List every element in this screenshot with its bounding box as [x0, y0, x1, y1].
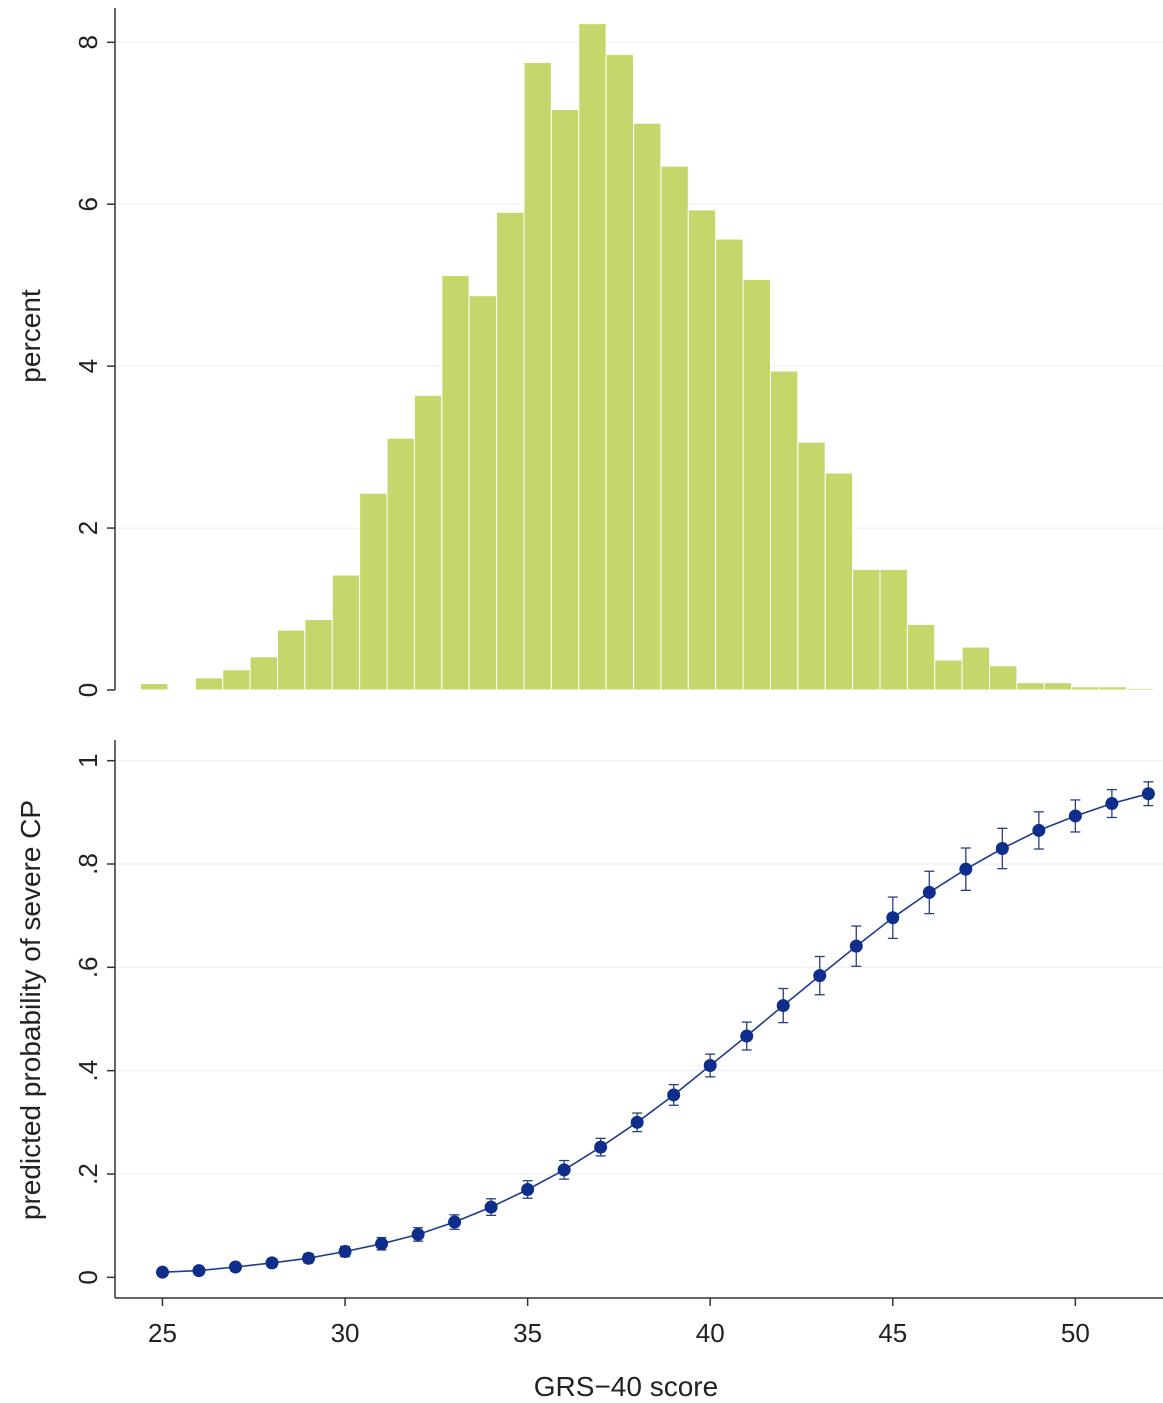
- probability-y-ticks: 0 .2 .4 .6 .8 1: [73, 753, 115, 1285]
- histogram-bar: [633, 122, 662, 691]
- histogram-y-tick-label: 4: [73, 359, 103, 373]
- histogram-bar: [550, 108, 580, 691]
- histogram-bar: [496, 211, 525, 691]
- histogram-bar: [1016, 682, 1045, 691]
- data-point-marker: [813, 969, 827, 983]
- data-point-marker: [484, 1200, 498, 1214]
- histogram-bar: [304, 619, 333, 691]
- data-point-marker: [1068, 809, 1082, 823]
- histogram-bar: [1071, 686, 1100, 691]
- data-point-marker: [922, 885, 936, 899]
- histogram-bar: [961, 646, 991, 691]
- probability-markers: [155, 787, 1155, 1279]
- histogram-bar: [413, 394, 443, 691]
- data-point-marker: [667, 1088, 681, 1102]
- histogram-y-tick-label: 8: [73, 35, 103, 49]
- probability-y-tick-label: .8: [73, 853, 103, 875]
- data-point-marker: [338, 1245, 352, 1258]
- probability-x-tick-label: 40: [696, 1318, 725, 1348]
- histogram-y-axis-title: percent: [15, 289, 46, 383]
- histogram-bar: [687, 209, 717, 691]
- histogram-bar: [249, 656, 278, 691]
- histogram-y-tick-label: 2: [73, 521, 103, 535]
- probability-y-tick-label: .2: [73, 1163, 103, 1185]
- data-point-marker: [557, 1163, 571, 1177]
- histogram-bar: [824, 472, 854, 691]
- histogram-bar: [769, 370, 799, 691]
- histogram-y-ticks: 0 2 4 6 8: [73, 35, 115, 697]
- data-point-marker: [1105, 797, 1119, 811]
- probability-x-tick-label: 45: [878, 1318, 907, 1348]
- probability-panel: 0 .2 .4 .6 .8 1 25 30 35 40 45 50 predicted probab…: [15, 740, 1163, 1402]
- data-point-marker: [959, 862, 973, 876]
- data-point-marker: [521, 1183, 535, 1196]
- probability-x-tick-label: 30: [331, 1318, 360, 1348]
- probability-gridlines: [115, 760, 1163, 1175]
- histogram-bar: [441, 274, 470, 691]
- probability-y-axis-title: predicted probability of severe CP: [15, 800, 46, 1220]
- data-point-marker: [703, 1059, 717, 1072]
- histogram-bar: [359, 492, 388, 691]
- data-point-marker: [411, 1227, 425, 1241]
- data-point-marker: [448, 1215, 462, 1229]
- probability-x-tick-label: 25: [148, 1318, 177, 1348]
- probability-y-tick-label: .4: [73, 1060, 103, 1082]
- data-point-marker: [229, 1260, 243, 1274]
- histogram-bar: [331, 574, 361, 691]
- histogram-bar: [276, 629, 306, 691]
- histogram-bar: [660, 165, 689, 691]
- histogram-bar: [386, 437, 415, 691]
- probability-x-tick-label: 50: [1061, 1318, 1090, 1348]
- data-point-marker: [776, 999, 790, 1013]
- histogram-bar: [1125, 687, 1155, 691]
- histogram-bar: [797, 441, 826, 691]
- data-point-marker: [740, 1029, 754, 1043]
- probability-series-line: [162, 792, 1149, 1273]
- probability-y-tick-label: 0: [73, 1270, 103, 1284]
- data-point-marker: [995, 842, 1009, 855]
- probability-error-bars: [157, 781, 1154, 1276]
- data-point-marker: [302, 1251, 316, 1265]
- histogram-bar: [222, 669, 251, 691]
- histogram-bar: [934, 659, 963, 691]
- histogram-bar: [742, 279, 771, 691]
- x-axis-title: GRS−40 score: [534, 1371, 718, 1402]
- histogram-bar: [140, 683, 169, 691]
- histogram-bar: [468, 295, 498, 691]
- histogram-y-tick-label: 6: [73, 197, 103, 211]
- histogram-bar: [989, 665, 1018, 691]
- histogram-bar: [523, 62, 552, 691]
- data-point-marker: [192, 1264, 206, 1278]
- histogram-bar: [605, 53, 635, 691]
- histogram-y-tick-label: 0: [73, 683, 103, 697]
- histogram-bar: [715, 238, 744, 691]
- data-point-marker: [1032, 823, 1046, 837]
- data-point-marker: [594, 1140, 608, 1154]
- histogram-bar: [1043, 682, 1073, 691]
- histogram-bar: [906, 623, 936, 691]
- histogram-bar: [578, 23, 607, 691]
- histogram-bar: [879, 568, 908, 691]
- data-point-marker: [630, 1115, 644, 1129]
- probability-x-tick-label: 35: [513, 1318, 542, 1348]
- data-point-marker: [155, 1265, 169, 1279]
- histogram-panel: 0 2 4 6 8 percent: [15, 8, 1163, 697]
- data-point-marker: [1141, 787, 1155, 801]
- histogram-bar: [1098, 686, 1127, 691]
- histogram-bars: [140, 23, 1155, 691]
- histogram-bar: [852, 568, 881, 691]
- probability-y-tick-label: 1: [73, 753, 103, 767]
- histogram-bar: [194, 677, 224, 691]
- data-point-marker: [265, 1256, 279, 1270]
- probability-x-ticks: 25 30 35 40 45 50: [148, 1298, 1090, 1348]
- data-point-marker: [886, 911, 900, 925]
- data-point-marker: [849, 939, 863, 953]
- probability-y-tick-label: .6: [73, 956, 103, 978]
- data-point-marker: [375, 1237, 389, 1251]
